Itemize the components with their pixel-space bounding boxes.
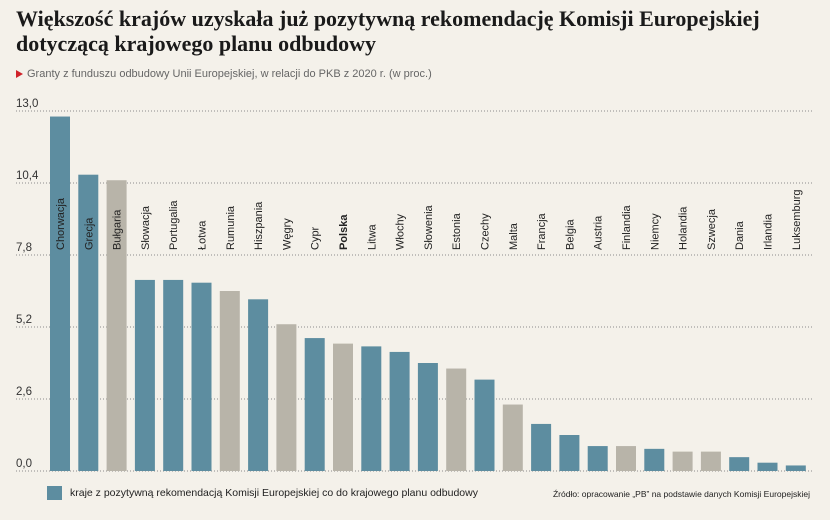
bar [50,116,70,472]
category-label: Cypr [310,226,322,250]
bar [672,451,693,471]
chart-title-line-1: Większość krajów uzyskała już pozytywną … [16,6,760,31]
category-label: Portugalia [168,200,180,250]
bar [219,291,240,471]
bar [616,446,636,471]
category-label: Włochy [395,213,407,250]
y-tick-label: 2,6 [16,386,32,398]
bar [446,368,467,471]
category-label: Bułgaria [112,209,124,250]
triangle-marker-icon [16,70,23,78]
category-label: Szwecja [706,208,718,250]
bar [417,363,438,471]
y-tick-label: 5,2 [16,314,32,326]
category-label: Czechy [480,213,492,250]
category-label: Irlandia [763,213,775,250]
bar [700,451,721,471]
bar [644,448,665,471]
chart-title-line-2: dotyczącą krajowego planu odbudowy [16,31,376,56]
bar [587,446,608,471]
category-label: Niemcy [649,213,661,250]
chart-subtitle: Granty z funduszu odbudowy Unii Europejs… [16,67,432,81]
bar [163,279,184,471]
y-tick-label: 7,8 [16,242,32,254]
category-label: Estonia [451,212,463,250]
category-label: Dania [734,220,746,250]
category-label: Łotwa [197,220,209,250]
category-label: Chorwacja [55,197,67,250]
bar [785,465,806,471]
category-label: Malta [508,222,520,250]
category-label: Finlandia [621,204,633,250]
legend: kraje z pozytywną rekomendacją Komisji E… [47,486,478,500]
y-tick-label: 13,0 [16,98,38,110]
bar [134,279,155,471]
bar-layer [50,116,806,472]
bar [729,457,750,471]
category-label-layer: Chorwacja Grecja Bułgaria Słowacja Portugali… [55,189,803,250]
y-tick-label: 0,0 [16,458,32,470]
bar [333,343,353,471]
bar [757,462,778,471]
bar [531,423,552,471]
bar [78,174,99,471]
bar [361,346,382,471]
chart-title: Większość krajów uzyskała już pozytywną … [16,6,760,56]
bar [276,324,297,471]
category-label: Hiszpania [253,201,265,250]
category-label: Węgry [281,218,293,250]
source-note: Źródło: opracowanie „PB” na podstawie da… [552,489,810,499]
bar [248,299,269,471]
bar [389,351,410,471]
category-label: Belgia [564,219,576,250]
category-label: Polska [338,214,350,250]
category-label: Austria [593,215,605,250]
category-label: Słowenia [423,204,435,250]
category-label: Grecja [83,217,95,250]
category-label: Luksemburg [791,189,803,250]
chart-subtitle-text: Granty z funduszu odbudowy Unii Europejs… [27,68,432,80]
legend-swatch [47,486,62,500]
category-label: Słowacja [140,205,152,250]
category-label: Rumunia [225,205,237,250]
bar [191,282,212,471]
bar [304,338,325,471]
bar [106,180,127,471]
bar [474,379,495,471]
legend-label: kraje z pozytywną rekomendacją Komisji E… [70,487,478,499]
category-label: Litwa [366,223,378,250]
bar [559,435,580,471]
category-label: Francja [536,212,548,250]
y-tick-label: 10,4 [16,170,39,182]
bar [502,404,523,471]
category-label: Holandia [678,206,690,250]
